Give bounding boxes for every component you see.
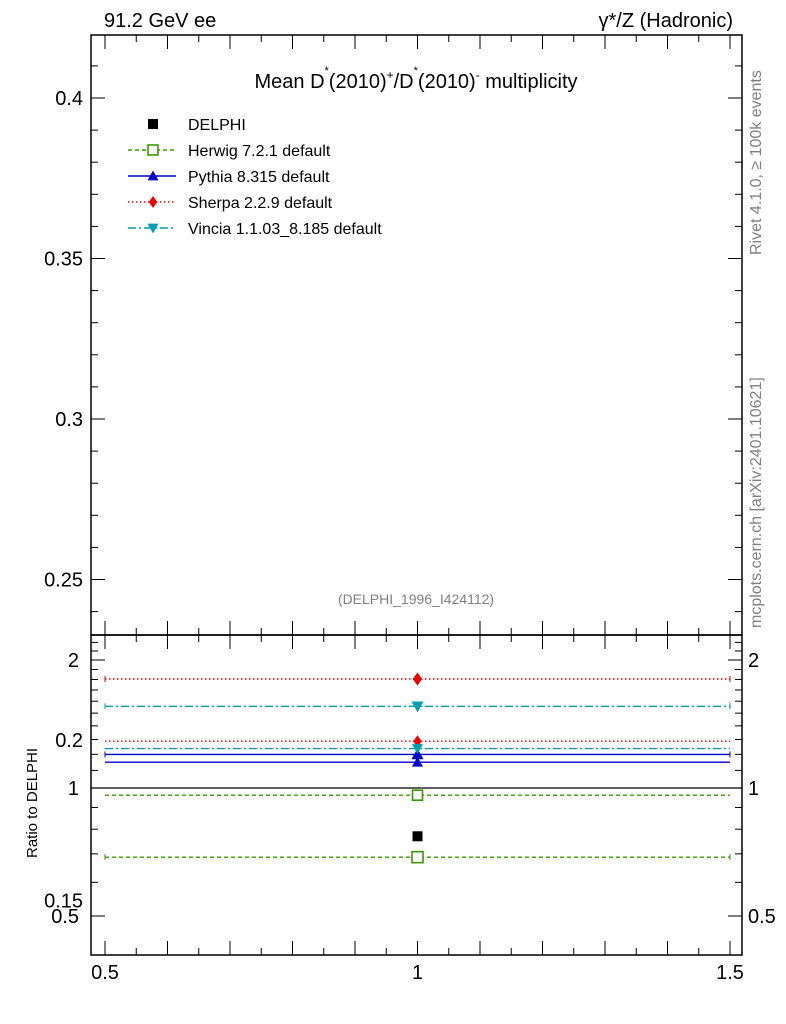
legend-herwig-marker [147, 144, 159, 156]
title-mid-2: (2010) [418, 71, 476, 93]
ratio-plot-frame [90, 634, 743, 956]
y-tick-label: 0.25 [44, 570, 83, 592]
title-prefix: Mean D [254, 71, 324, 93]
delphi-data-point [412, 831, 423, 842]
legend-delphi-label: DELPHI [188, 117, 246, 134]
ratio-y-tick-label-right: 1 [748, 778, 759, 800]
legend-vincia-marker [147, 223, 159, 234]
title-mid-1: (2010) [329, 71, 387, 93]
herwig-marker [411, 850, 424, 864]
ratio-y-tick-label-left: 0.5 [51, 906, 79, 928]
legend-pythia-marker [147, 170, 159, 181]
rivet-version-label: Rivet 4.1.0, ≥ 100k events [748, 70, 765, 255]
ratio-y-tick-label-left: 1 [68, 778, 79, 800]
title-plus: + [387, 68, 394, 82]
x-tick-label: 1 [412, 962, 423, 984]
title-star-2: * [414, 65, 419, 77]
chart-title: Mean D*(2010)+/D*(2010)- multiplicity [254, 65, 577, 93]
herwig-ratio-marker [411, 789, 424, 801]
y-tick-label: 0.3 [55, 409, 83, 431]
header-energy-label: 91.2 GeV ee [104, 10, 216, 32]
ratio-y-tick-label-left: 2 [68, 650, 79, 672]
sherpa-marker [412, 672, 423, 686]
legend-herwig-label: Herwig 7.2.1 default [188, 143, 331, 160]
y-tick-label: 0.15 [44, 891, 83, 913]
title-star-1: * [325, 65, 330, 77]
title-slash: /D [394, 71, 414, 93]
legend-sherpa-label: Sherpa 2.2.9 default [188, 195, 333, 212]
legend-sherpa-marker [148, 196, 158, 208]
y-tick-label: 0.4 [55, 88, 83, 110]
ratio-y-tick-label-right: 0.5 [748, 906, 776, 928]
vincia-marker [411, 701, 424, 713]
y-tick-label: 0.2 [55, 730, 83, 752]
ratio-y-tick-label-right: 2 [748, 650, 759, 672]
legend-pythia-label: Pythia 8.315 default [188, 169, 330, 186]
vincia-ratio-marker [412, 744, 423, 755]
legend-vincia-label: Vincia 1.1.03_8.185 default [188, 221, 382, 238]
x-tick-label: 1.5 [716, 962, 744, 984]
analysis-id-label: (DELPHI_1996_I424112) [338, 591, 494, 607]
x-tick-label: 0.5 [91, 962, 119, 984]
pythia-ratio-marker [412, 756, 423, 767]
title-minus: - [476, 68, 480, 82]
header-process-label: γ*/Z (Hadronic) [599, 10, 733, 32]
y-tick-label: 0.35 [44, 249, 83, 271]
legend-delphi-marker [148, 119, 158, 129]
title-suffix: multiplicity [480, 71, 578, 93]
ratio-y-axis-label: Ratio to DELPHI [24, 748, 41, 858]
mcplots-label: mcplots.cern.ch [arXiv:2401.10621] [748, 377, 765, 628]
